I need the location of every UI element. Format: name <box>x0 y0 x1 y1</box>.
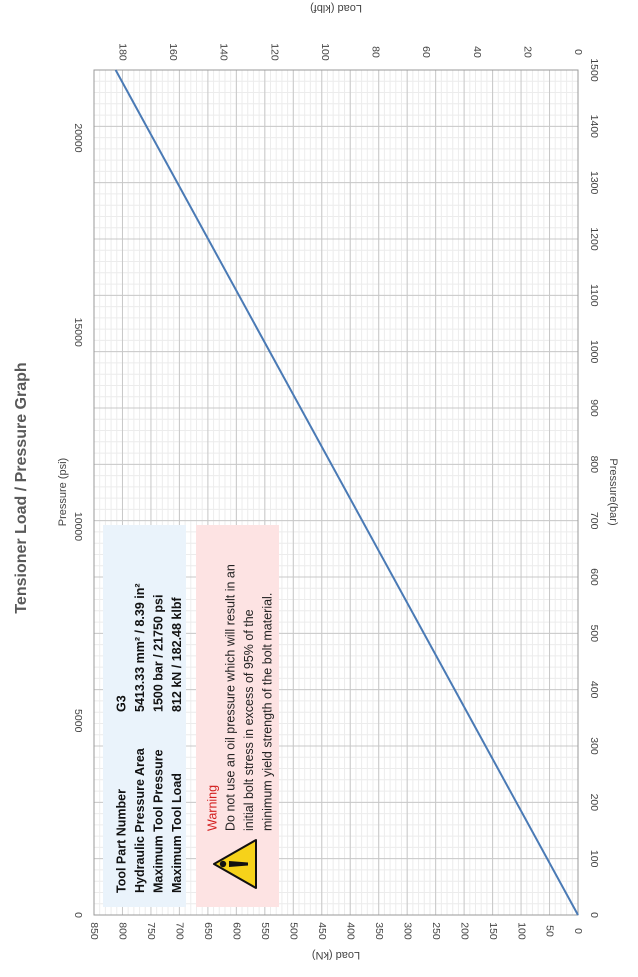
tick-label-klbf: 0 <box>572 49 584 55</box>
tick-label-bar: 0 <box>588 912 600 918</box>
info-value: 1500 bar / 21750 psi <box>151 595 165 712</box>
tick-label-bar: 1200 <box>588 227 600 251</box>
tick-label-psi: 20000 <box>72 123 84 152</box>
info-label: Maximum Tool Pressure <box>151 749 165 893</box>
tick-label-psi: 10000 <box>72 512 84 541</box>
warning-triangle-icon <box>213 839 257 889</box>
tick-label-klbf: 160 <box>167 43 179 61</box>
tick-label-bar: 100 <box>588 850 600 868</box>
tick-label-bar: 1300 <box>588 171 600 195</box>
tick-label-kn: 600 <box>231 922 243 940</box>
tick-label-kn: 200 <box>458 922 470 940</box>
tick-label-kn: 700 <box>174 922 186 940</box>
tick-label-kn: 350 <box>373 922 385 940</box>
warning-box <box>196 525 279 907</box>
tick-label-klbf: 140 <box>218 43 230 61</box>
info-label: Hydraulic Pressure Area <box>133 747 147 893</box>
tick-label-kn: 500 <box>288 922 300 940</box>
chart-titles: Pressure(bar) Pressure (psi) Load (kN) Load… <box>13 2 619 961</box>
tick-label-bar: 1100 <box>588 284 600 307</box>
tick-label-klbf: 180 <box>116 43 128 61</box>
tick-label-klbf: 40 <box>471 46 483 58</box>
tick-label-bar: 700 <box>588 512 600 530</box>
tick-label-psi: 0 <box>72 912 84 918</box>
tick-label-kn: 0 <box>572 928 584 934</box>
tool-info-text: Tool Part Number G3 Hydraulic Pressure Are… <box>114 583 184 893</box>
axis-title-bar: Pressure(bar) <box>607 458 619 525</box>
tick-label-bar: 1400 <box>588 115 600 139</box>
tick-label-kn: 300 <box>401 922 413 940</box>
tick-label-kn: 550 <box>259 922 271 940</box>
tick-label-kn: 250 <box>430 922 442 940</box>
warning-line: minimum yield strength of the bolt mater… <box>260 593 274 831</box>
tick-label-kn: 100 <box>515 922 527 940</box>
exclamation-dot <box>219 860 227 868</box>
tick-labels: 0100200300400500600700800900100011001200… <box>72 43 600 940</box>
tick-label-kn: 750 <box>145 922 157 940</box>
info-value: 812 kN / 182.48 klbf <box>170 597 184 712</box>
warning-title: Warning <box>205 785 219 831</box>
axis-title-kn: Load (kN) <box>312 949 360 961</box>
tick-label-bar: 300 <box>588 737 600 755</box>
tick-label-klbf: 80 <box>370 46 382 58</box>
axis-title-psi: Pressure (psi) <box>57 458 69 526</box>
tick-label-bar: 600 <box>588 568 600 586</box>
exclamation-bar <box>229 861 248 867</box>
tick-label-bar: 200 <box>588 794 600 812</box>
info-label: Maximum Tool Load <box>170 773 184 893</box>
tick-label-klbf: 20 <box>522 46 534 58</box>
info-value: 5413.33 mm² / 8.39 in² <box>133 583 147 712</box>
tick-label-klbf: 120 <box>268 43 280 61</box>
chart-title: Tensioner Load / Pressure Graph <box>13 362 30 613</box>
warning-text: Warning Do not use an oil pressure which … <box>205 564 274 831</box>
tick-label-kn: 800 <box>117 922 129 940</box>
series-layer <box>114 69 579 916</box>
tick-label-kn: 650 <box>202 922 214 940</box>
tick-label-klbf: 60 <box>420 46 432 58</box>
tick-label-kn: 150 <box>487 922 499 940</box>
tick-label-klbf: 100 <box>319 43 331 61</box>
tick-label-kn: 50 <box>544 925 556 937</box>
info-label: Tool Part Number <box>114 789 128 893</box>
plot-frame <box>93 69 579 916</box>
tick-label-kn: 400 <box>344 922 356 940</box>
tick-label-kn: 850 <box>88 922 100 940</box>
warning-line: initial bolt stress in excess of 95% of … <box>242 609 256 831</box>
series-line-load-vs-pressure <box>114 69 579 916</box>
tick-label-bar: 800 <box>588 456 600 474</box>
tick-label-bar: 1500 <box>588 58 600 82</box>
tool-info-box <box>103 525 186 907</box>
info-value: G3 <box>114 695 128 712</box>
axis-title-klbf: Load (klbf) <box>310 2 362 14</box>
tick-label-kn: 450 <box>316 922 328 940</box>
tick-label-bar: 1000 <box>588 340 600 364</box>
tick-label-bar: 900 <box>588 399 600 417</box>
warning-line: Do not use an oil pressure which will re… <box>223 564 237 831</box>
tick-label-psi: 15000 <box>72 318 84 347</box>
tick-label-bar: 500 <box>588 625 600 643</box>
tick-label-bar: 400 <box>588 681 600 699</box>
tick-label-psi: 5000 <box>72 709 84 733</box>
